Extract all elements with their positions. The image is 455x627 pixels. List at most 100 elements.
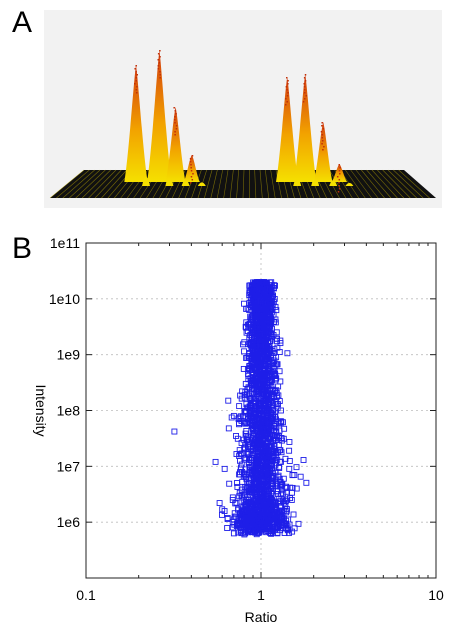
scatter-point	[263, 458, 270, 465]
scatter-point	[246, 307, 253, 313]
base-streak	[350, 169, 372, 199]
scatter-point	[275, 401, 281, 408]
scatter-point	[261, 388, 268, 395]
scatter-point	[265, 351, 272, 358]
panel-b-scatter-chart: 0.1 1 10 1e6 1e7 1e8 1e9 1e10 1e11 Ratio Intensi…	[33, 235, 444, 625]
scatter-point	[277, 458, 284, 465]
scatter-point	[265, 390, 272, 397]
base-streak	[329, 169, 347, 199]
scatter-point	[283, 488, 290, 495]
scatter-point	[278, 435, 285, 442]
scatter-point	[256, 321, 263, 328]
scatter-point	[255, 358, 261, 365]
peak-speckle	[286, 95, 289, 97]
scatter-point	[272, 424, 279, 431]
scatter-point	[254, 461, 261, 468]
peak-speckle	[321, 137, 324, 139]
scatter-point	[271, 500, 278, 506]
scatter-point	[221, 465, 228, 472]
scatter-point	[272, 361, 279, 368]
scatter-point	[276, 465, 283, 471]
panel-a-3d-spectrum	[44, 10, 442, 208]
peak-speckle	[321, 122, 323, 124]
scatter-point	[254, 410, 261, 417]
scatter-point	[233, 433, 239, 439]
scatter-point	[242, 420, 249, 427]
scatter-point	[235, 515, 242, 522]
scatter-point	[268, 279, 275, 286]
peak-speckle	[303, 77, 306, 79]
scatter-point	[233, 451, 240, 457]
base-streak	[265, 169, 270, 199]
scatter-point	[280, 475, 287, 482]
scatter-point	[253, 486, 260, 493]
scatter-point	[229, 524, 236, 531]
scatter-point	[258, 357, 265, 364]
axis-ticks: 0.1 1 10 1e6 1e7 1e8 1e9 1e10 1e11	[49, 235, 444, 603]
scatter-point	[279, 419, 286, 426]
peak-speckle	[189, 158, 192, 160]
scatter-point	[293, 485, 300, 492]
scatter-point	[241, 484, 248, 491]
peak-speckle	[302, 101, 305, 103]
peak-speckle	[338, 173, 341, 175]
scatter-point	[281, 499, 287, 506]
peak-speckle	[303, 86, 306, 88]
peak-speckle	[287, 80, 289, 82]
scatter-point	[252, 502, 259, 509]
x-tick-label: 10	[428, 587, 444, 603]
scatter-point	[263, 280, 270, 287]
panel-a-base-plane	[49, 169, 436, 199]
scatter-point	[245, 451, 252, 458]
peak-speckle	[338, 164, 341, 166]
base-streak	[62, 169, 95, 199]
peak-speckle	[287, 83, 289, 85]
scatter-point	[236, 403, 243, 410]
y-tick-label: 1e10	[49, 291, 80, 307]
scatter-point	[265, 469, 272, 476]
y-tick-label: 1e11	[50, 235, 80, 251]
peak-speckle	[136, 74, 138, 76]
scatter-point	[256, 450, 263, 457]
scatter-point	[234, 483, 241, 490]
peak-speckle	[336, 176, 339, 178]
scatter-point	[300, 457, 307, 463]
peak-speckle	[286, 101, 288, 103]
scatter-point	[252, 496, 259, 502]
peak-speckle	[174, 134, 176, 136]
scatter-point	[252, 402, 259, 409]
peak-speckle	[284, 104, 287, 106]
base-streak	[366, 169, 392, 199]
scatter-point	[237, 392, 244, 399]
scatter-point	[272, 408, 279, 415]
scatter-point	[246, 464, 253, 470]
base-streak	[191, 169, 202, 199]
scatter-point	[239, 468, 246, 475]
scatter-point	[267, 439, 274, 446]
scatter-point	[266, 324, 272, 331]
scatter-point	[258, 481, 264, 488]
scatter-point	[239, 388, 246, 395]
scatter-point	[246, 321, 253, 327]
spectrum-peak	[313, 122, 333, 182]
scatter-point	[271, 388, 278, 395]
x-axis-title: Ratio	[245, 609, 278, 625]
scatter-point	[249, 339, 256, 346]
scatter-point	[253, 325, 260, 332]
peak-speckle	[158, 62, 161, 64]
scatter-point	[261, 351, 268, 358]
base-streak	[259, 169, 263, 199]
scatter-point	[230, 412, 237, 419]
peak-speckle	[157, 68, 160, 70]
x-tick-label: 0.1	[76, 587, 96, 603]
scatter-point	[246, 300, 253, 307]
scatter-point	[250, 409, 257, 416]
peak-speckle	[174, 122, 176, 124]
peak-speckle	[175, 113, 177, 115]
spectrum-peak	[165, 107, 186, 182]
scatter-point	[295, 520, 302, 527]
base-streak	[387, 169, 417, 199]
scatter-point	[256, 288, 263, 295]
scatter-point	[248, 499, 255, 506]
peak-speckle	[321, 134, 324, 136]
